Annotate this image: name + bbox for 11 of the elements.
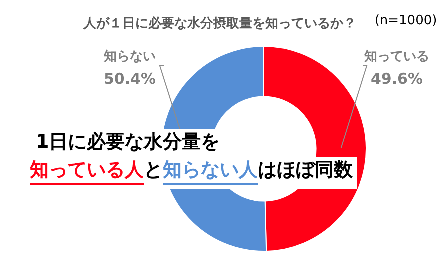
slice-label: 知っている: [364, 49, 430, 64]
text: (n=1000): [374, 13, 438, 28]
text: と: [144, 158, 163, 181]
text: 知らない人: [162, 158, 259, 181]
text: 知っている人: [29, 158, 145, 181]
text: 1日に必要な水分量を: [36, 130, 220, 153]
chart-title: 人が１日に必要な水分摂取量を知っているか？: [82, 15, 356, 32]
text: はほぼ同数: [258, 158, 354, 181]
slice-label: 知らない: [103, 49, 156, 64]
data-label: 50.4%: [104, 70, 156, 88]
data-label: 49.6%: [370, 70, 424, 88]
